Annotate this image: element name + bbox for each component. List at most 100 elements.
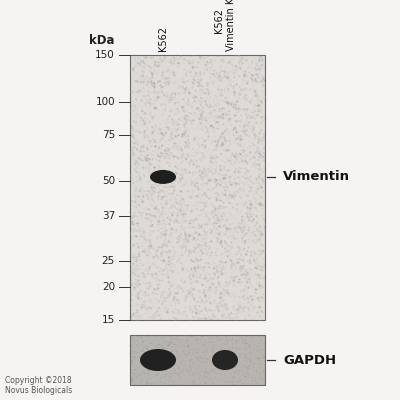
Point [222, 108, 229, 115]
Point [161, 232, 168, 238]
Point [218, 86, 224, 92]
Point [246, 363, 253, 369]
Point [188, 119, 195, 125]
Point [242, 275, 249, 281]
Point [152, 185, 158, 191]
Point [149, 124, 155, 130]
Point [249, 52, 256, 58]
Point [223, 333, 229, 340]
Point [257, 200, 263, 206]
Point [156, 125, 162, 132]
Point [142, 236, 148, 242]
Point [178, 52, 184, 59]
Point [161, 272, 168, 278]
Point [218, 344, 224, 350]
Point [261, 238, 268, 244]
Point [183, 154, 190, 160]
Point [204, 209, 211, 215]
Point [183, 182, 189, 189]
Point [144, 86, 150, 93]
Point [182, 127, 189, 134]
Point [130, 163, 137, 169]
Point [166, 99, 172, 106]
Point [223, 154, 229, 160]
Point [160, 118, 166, 124]
Point [234, 366, 240, 373]
Point [194, 335, 200, 341]
Point [199, 174, 205, 180]
Point [220, 57, 226, 63]
Point [258, 134, 264, 141]
Point [197, 262, 204, 269]
Point [261, 152, 268, 159]
Point [134, 193, 141, 200]
Point [224, 248, 230, 254]
Point [214, 333, 221, 339]
Point [184, 202, 190, 208]
Point [249, 380, 255, 387]
Point [134, 295, 141, 302]
Point [196, 76, 203, 83]
Point [237, 303, 243, 309]
Point [260, 208, 267, 215]
Point [240, 228, 246, 234]
Point [172, 79, 179, 85]
Point [222, 342, 229, 348]
Point [186, 60, 192, 66]
Point [237, 299, 243, 305]
Point [159, 370, 166, 377]
Point [150, 261, 157, 267]
Point [238, 136, 245, 143]
Point [170, 120, 176, 126]
Point [146, 368, 153, 374]
Point [193, 93, 200, 100]
Point [188, 104, 194, 110]
Point [192, 134, 198, 140]
Point [256, 224, 262, 231]
Point [241, 147, 247, 154]
Point [144, 74, 150, 80]
Text: Copyright ©2018
Novus Biologicals: Copyright ©2018 Novus Biologicals [5, 376, 72, 395]
Point [246, 211, 253, 218]
Point [180, 339, 186, 345]
Point [231, 152, 237, 158]
Point [207, 110, 213, 117]
Point [230, 341, 236, 347]
Point [249, 210, 255, 216]
Point [178, 284, 184, 291]
Point [184, 133, 190, 139]
Point [248, 378, 255, 384]
Point [255, 173, 262, 179]
Point [261, 224, 268, 230]
Point [192, 70, 199, 76]
Point [210, 211, 216, 217]
Point [234, 188, 241, 194]
Point [138, 304, 144, 310]
Point [170, 297, 176, 304]
Point [243, 152, 249, 158]
Point [171, 217, 178, 224]
Point [148, 332, 154, 339]
Point [236, 168, 243, 175]
Point [166, 164, 172, 170]
Point [183, 352, 190, 359]
Point [261, 138, 268, 144]
Point [226, 78, 233, 84]
Point [213, 78, 219, 84]
Point [218, 77, 224, 83]
Point [196, 362, 202, 368]
Point [173, 311, 179, 317]
Point [262, 87, 268, 94]
Point [221, 282, 227, 288]
Point [128, 265, 135, 272]
Point [226, 349, 232, 356]
Point [174, 122, 180, 128]
Point [174, 69, 180, 76]
Point [154, 219, 161, 225]
Point [194, 191, 201, 198]
Point [250, 267, 256, 274]
Point [165, 80, 171, 87]
Point [144, 377, 150, 384]
Point [134, 187, 141, 194]
Point [242, 338, 248, 344]
